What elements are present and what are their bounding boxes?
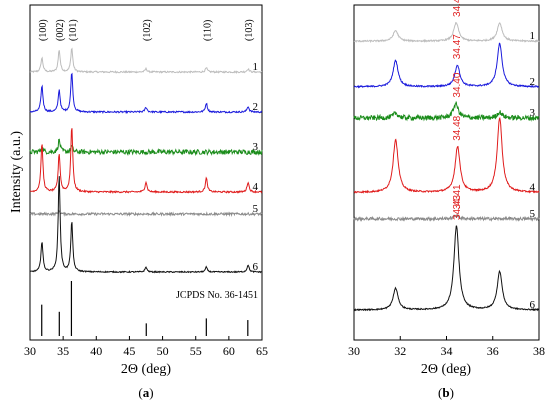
series-line-4 (29, 128, 263, 194)
panel-a-y-axis-title: Intensity (a.u.) (9, 131, 24, 213)
panel-a-peak-labels: (100) (002) (101) (102) (110) (103) (38, 19, 255, 41)
series-number-3: 3 (253, 141, 259, 153)
series-line-3 (353, 101, 540, 122)
series-number-3: 3 (530, 107, 536, 119)
panel-a-series: 1 2 3 4 5 6 (29, 47, 263, 274)
panel-b-frame (353, 4, 540, 341)
reference-label: JCPDS No. 36-1451 (176, 290, 258, 301)
peak-value-label-4: 34.48 (452, 115, 463, 140)
peak-hkl-label: (002) (55, 19, 66, 41)
panel-b-caption: (b) (438, 385, 454, 400)
peak-value-label-3: 34.40 (452, 72, 463, 97)
panel-a-x-ticks: 30 35 40 45 50 55 60 65 (24, 336, 268, 358)
peak-hkl-label: (102) (142, 19, 153, 41)
panel-b-label: b (442, 385, 449, 400)
peak-value-label-2: 34.47 (452, 34, 463, 59)
series-number-6: 6 (530, 299, 536, 311)
x-tick-label: 30 (24, 344, 36, 358)
panel-b-x-ticks: 30 32 34 36 38 (348, 336, 545, 358)
peak-value-label-5: 34.41 (452, 184, 463, 209)
series-line-1 (353, 21, 540, 44)
series-line-5 (353, 213, 540, 222)
series-number-4: 4 (253, 181, 259, 193)
x-tick-label: 50 (157, 344, 169, 358)
peak-hkl-label: (110) (202, 20, 213, 41)
panel-a-label: a (143, 385, 150, 400)
series-line-4 (353, 116, 540, 194)
x-tick-label: 65 (256, 344, 268, 358)
series-number-2: 2 (530, 76, 536, 88)
series-number-5: 5 (530, 208, 536, 220)
x-tick-label: 30 (348, 344, 360, 358)
x-tick-label: 32 (394, 344, 406, 358)
peak-hkl-label: (101) (68, 19, 79, 41)
series-line-6 (353, 225, 540, 312)
series-line-5 (29, 209, 263, 217)
peak-value-label-1: 34.42 (452, 0, 463, 17)
series-line-2 (29, 72, 263, 115)
peak-value-label-6: 34.43 (452, 195, 463, 220)
series-line-1 (29, 47, 263, 74)
panel-a-x-axis-title: 2Θ (deg) (121, 362, 171, 377)
x-tick-label: 55 (190, 344, 202, 358)
x-tick-label: 60 (223, 344, 235, 358)
peak-hkl-label: (103) (244, 19, 255, 41)
panel-a-frame (29, 4, 263, 341)
series-line-6 (29, 176, 263, 274)
series-number-2: 2 (253, 101, 259, 113)
x-tick-label: 36 (487, 344, 499, 358)
x-tick-label: 45 (123, 344, 135, 358)
series-number-1: 1 (530, 30, 536, 42)
panel-b-x-axis-title: 2Θ (deg) (421, 362, 471, 377)
x-tick-label: 34 (441, 344, 453, 358)
x-tick-label: 40 (90, 344, 102, 358)
series-line-2 (353, 42, 539, 89)
panel-b-series: 1 2 3 4 5 6 (353, 21, 540, 312)
peak-hkl-label: (100) (38, 19, 49, 41)
series-number-1: 1 (253, 61, 259, 73)
series-number-6: 6 (253, 261, 259, 273)
x-tick-label: 35 (57, 344, 69, 358)
series-line-3 (29, 138, 263, 157)
x-tick-label: 38 (533, 344, 545, 358)
panel-a-caption: (a) (138, 385, 153, 400)
series-number-4: 4 (530, 181, 536, 193)
panel-a-reference: JCPDS No. 36-1451 (41, 281, 258, 336)
series-number-5: 5 (253, 203, 259, 215)
